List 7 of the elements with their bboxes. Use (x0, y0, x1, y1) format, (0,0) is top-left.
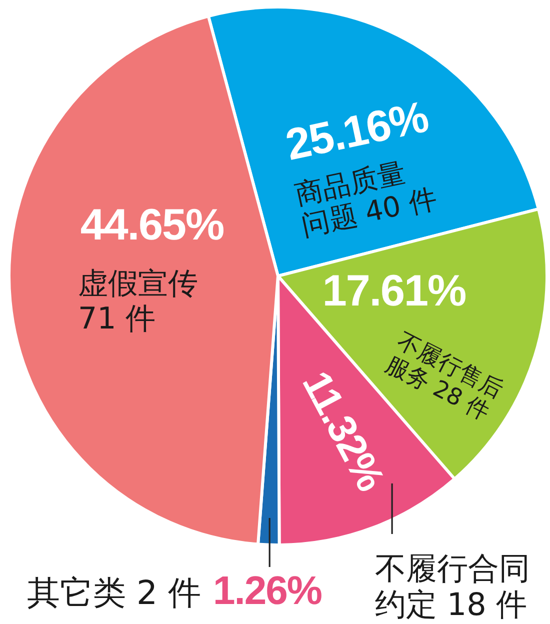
slice-label: 虚假宣传 71 件 (78, 266, 198, 336)
slice-label: 不履行合同约定 18 件 (375, 551, 530, 624)
data-label: 44.65% (80, 200, 224, 252)
slice-label: 不履行售后服务 28 件 (380, 328, 508, 426)
data-label: 1.26% (212, 569, 322, 613)
data-label: 17.61% (322, 266, 466, 318)
slice-label: 其它类 2 件 (27, 573, 201, 612)
